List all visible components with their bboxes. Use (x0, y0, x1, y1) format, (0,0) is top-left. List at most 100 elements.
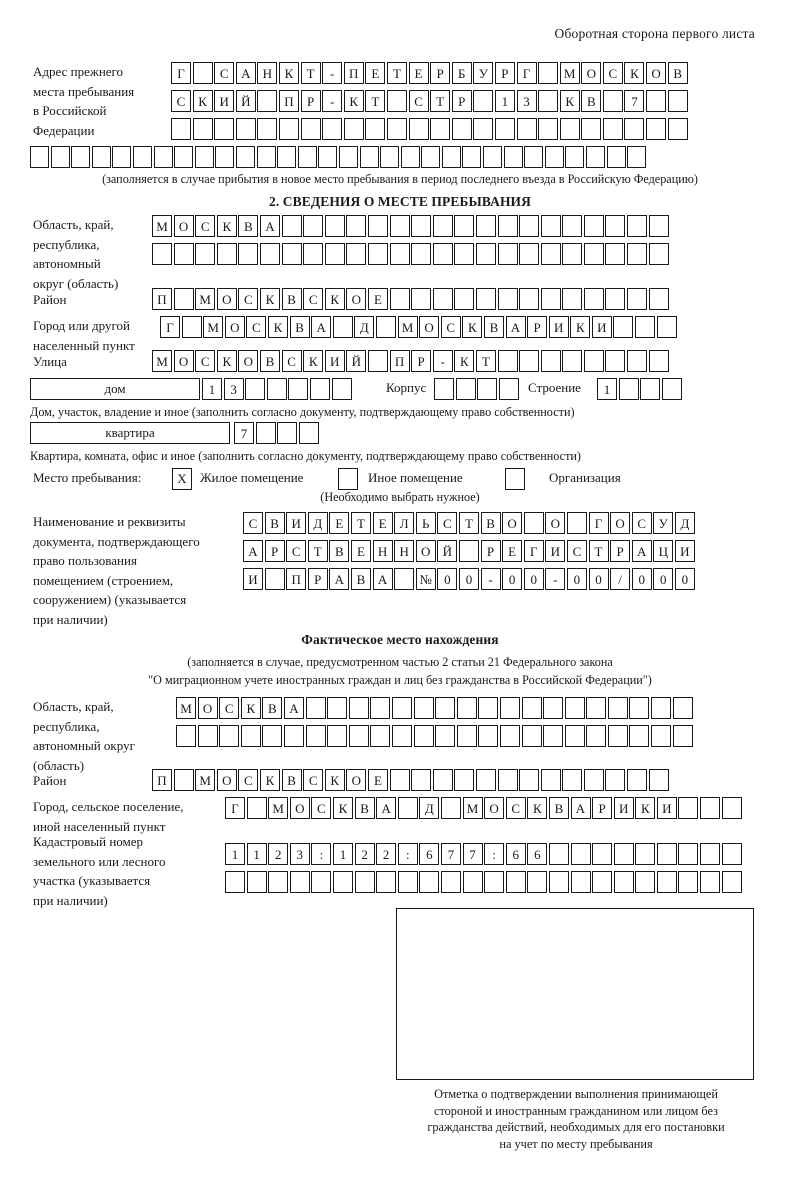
char-cell[interactable]: Н (257, 62, 278, 84)
char-cell[interactable]: О (419, 316, 440, 338)
char-cell[interactable] (305, 697, 326, 719)
char-cell[interactable]: 3 (223, 378, 244, 400)
char-cell[interactable] (592, 871, 613, 893)
char-cell[interactable]: К (462, 316, 483, 338)
char-cell[interactable] (646, 118, 667, 140)
char-cell[interactable] (667, 90, 688, 112)
char-cell[interactable] (411, 243, 432, 265)
char-cell[interactable]: И (545, 540, 566, 562)
char-cell[interactable]: Т (430, 90, 451, 112)
char-cell[interactable]: С (195, 215, 216, 237)
char-cell[interactable]: С (440, 316, 461, 338)
char-cell[interactable]: О (197, 697, 218, 719)
char-cell[interactable]: А (235, 62, 256, 84)
char-cell[interactable]: О (415, 540, 436, 562)
char-cell[interactable] (413, 725, 434, 747)
char-cell[interactable]: № (415, 568, 436, 590)
char-cell[interactable]: Р (494, 62, 515, 84)
char-cell[interactable] (613, 871, 634, 893)
char-cell[interactable]: К (527, 797, 548, 819)
char-cell[interactable]: М (195, 288, 216, 310)
char-cell[interactable]: С (602, 62, 623, 84)
char-cell[interactable]: И (656, 797, 677, 819)
char-cell[interactable] (672, 697, 693, 719)
char-cell[interactable] (605, 243, 626, 265)
char-cell[interactable] (651, 725, 672, 747)
char-cell[interactable]: К (635, 797, 656, 819)
char-cell[interactable] (331, 378, 352, 400)
char-cell[interactable] (367, 243, 388, 265)
char-cell[interactable] (354, 871, 375, 893)
char-cell[interactable] (322, 118, 343, 140)
char-cell[interactable] (521, 697, 542, 719)
char-cell[interactable]: С (281, 350, 302, 372)
char-cell[interactable] (499, 697, 520, 719)
checkbox-zhiloe[interactable]: X (172, 468, 192, 490)
char-cell[interactable]: В (548, 797, 569, 819)
char-cell[interactable]: Й (437, 540, 458, 562)
char-cell[interactable] (456, 725, 477, 747)
char-cell[interactable] (477, 378, 498, 400)
char-cell[interactable]: 3 (516, 90, 537, 112)
char-cell[interactable]: Л (394, 512, 415, 534)
char-cell[interactable] (311, 871, 332, 893)
char-cell[interactable] (454, 288, 475, 310)
char-cell[interactable]: 0 (566, 568, 587, 590)
char-cell[interactable]: - (322, 62, 343, 84)
char-cell[interactable] (278, 118, 299, 140)
checkbox-inoe[interactable] (338, 468, 358, 490)
char-cell[interactable] (264, 568, 285, 590)
char-cell[interactable] (454, 769, 475, 791)
char-cell[interactable] (441, 146, 461, 168)
char-cell[interactable] (338, 146, 358, 168)
char-cell[interactable] (635, 871, 656, 893)
char-cell[interactable] (562, 769, 583, 791)
char-cell[interactable] (635, 316, 656, 338)
char-cell[interactable]: А (329, 568, 350, 590)
char-cell[interactable] (455, 378, 476, 400)
char-cell[interactable] (419, 871, 440, 893)
char-cell[interactable]: Е (367, 288, 388, 310)
char-cell[interactable] (454, 215, 475, 237)
char-cell[interactable]: В (259, 350, 280, 372)
char-cell[interactable] (173, 769, 194, 791)
char-cell[interactable] (173, 288, 194, 310)
char-cell[interactable] (540, 243, 561, 265)
char-cell[interactable] (219, 725, 240, 747)
char-cell[interactable]: Е (372, 512, 393, 534)
char-cell[interactable] (454, 243, 475, 265)
char-cell[interactable] (721, 797, 742, 819)
char-cell[interactable] (562, 243, 583, 265)
char-cell[interactable]: В (264, 512, 285, 534)
char-cell[interactable] (408, 118, 429, 140)
char-cell[interactable]: 7 (624, 90, 645, 112)
char-cell[interactable] (548, 843, 569, 865)
char-cell[interactable]: П (286, 568, 307, 590)
char-cell[interactable] (475, 769, 496, 791)
char-cell[interactable]: О (545, 512, 566, 534)
char-cell[interactable] (521, 725, 542, 747)
char-cell[interactable]: Г (160, 316, 180, 338)
char-cell[interactable] (400, 146, 420, 168)
char-cell[interactable] (475, 243, 496, 265)
char-cell[interactable]: У (653, 512, 674, 534)
char-cell[interactable] (497, 288, 518, 310)
char-cell[interactable]: 6 (419, 843, 440, 865)
char-cell[interactable]: - (322, 90, 343, 112)
char-cell[interactable]: К (332, 797, 353, 819)
char-cell[interactable]: М (397, 316, 418, 338)
char-cell[interactable]: А (283, 697, 304, 719)
char-cell[interactable]: 7 (440, 843, 461, 865)
char-cell[interactable]: Т (475, 350, 496, 372)
char-cell[interactable]: : (484, 843, 505, 865)
char-cell[interactable]: 2 (268, 843, 289, 865)
char-cell[interactable]: Н (394, 540, 415, 562)
char-cell[interactable] (432, 215, 453, 237)
char-cell[interactable] (566, 512, 587, 534)
char-cell[interactable]: Р (451, 90, 472, 112)
char-cell[interactable] (194, 146, 214, 168)
char-cell[interactable]: 0 (631, 568, 652, 590)
char-cell[interactable]: С (505, 797, 526, 819)
char-cell[interactable] (332, 871, 353, 893)
